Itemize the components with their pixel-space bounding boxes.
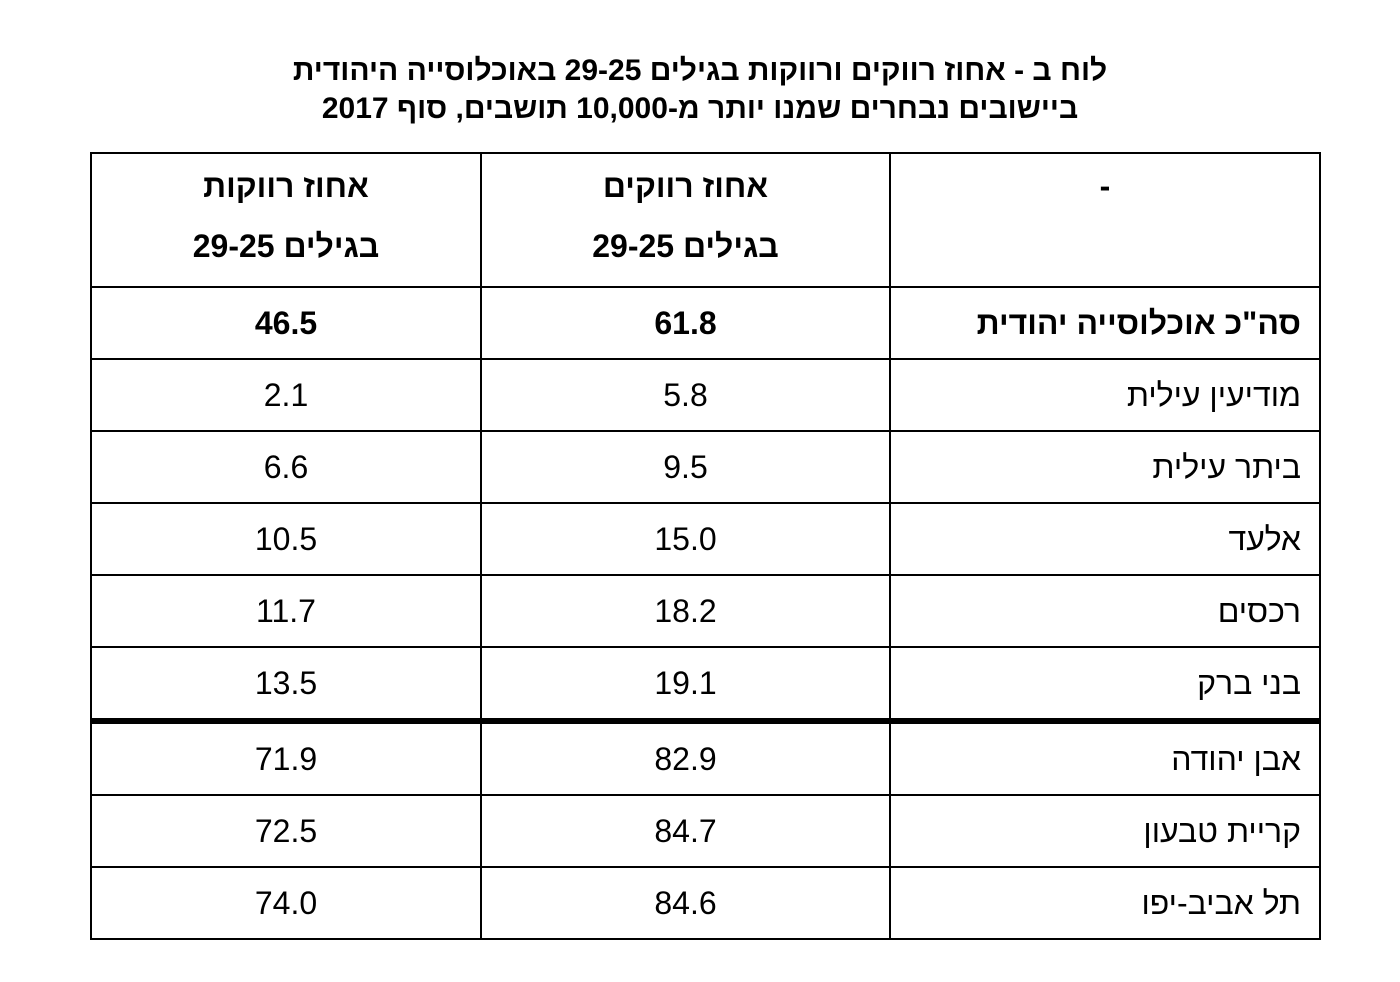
header-text: בגילים 29-25 [592, 228, 779, 264]
title-line: ביישובים נבחרים שמנו יותר מ-10,000 תושבי… [321, 92, 1079, 125]
table-row: סה"כ אוכלוסייה יהודית 61.8 46.5 [90, 286, 1321, 360]
cell: 9.5 [480, 430, 891, 504]
cell: 72.5 [90, 794, 482, 868]
title: לוח ב - אחוז רווקים ורווקות בגילים 29-25… [0, 52, 1400, 128]
cell: 13.5 [90, 646, 482, 724]
cell: 84.7 [480, 794, 891, 868]
table-row: מודיעין עילית 5.8 2.1 [90, 358, 1321, 432]
table-row: בני ברק 19.1 13.5 [90, 646, 1321, 724]
cell: 84.6 [480, 866, 891, 940]
table-row: אלעד 15.0 10.5 [90, 502, 1321, 576]
row-label: סה"כ אוכלוסייה יהודית [889, 286, 1321, 360]
cell: 61.8 [480, 286, 891, 360]
header-text: אחוז רווקות [203, 168, 369, 204]
cell: 10.5 [90, 502, 482, 576]
cell: 74.0 [90, 866, 482, 940]
cell: 46.5 [90, 286, 482, 360]
row-label: מודיעין עילית [889, 358, 1321, 432]
header-cell: - [889, 152, 1321, 288]
cell: 82.9 [480, 720, 891, 796]
header-cell: אחוז רווקים בגילים 29-25 [480, 152, 891, 288]
cell: 11.7 [90, 574, 482, 648]
cell: 5.8 [480, 358, 891, 432]
header-text: - [1099, 168, 1111, 204]
row-label: תל אביב-יפו [889, 866, 1321, 940]
row-label: בני ברק [889, 646, 1321, 724]
row-label: קריית טבעון [889, 794, 1321, 868]
header-text: אחוז רווקים [602, 168, 769, 204]
header-row: - אחוז רווקים בגילים 29-25 אחוז רווקות בגילי… [90, 152, 1321, 288]
table-row: אבן יהודה 82.9 71.9 [90, 720, 1321, 796]
cell: 71.9 [90, 720, 482, 796]
cell: 6.6 [90, 430, 482, 504]
table-row: קריית טבעון 84.7 72.5 [90, 794, 1321, 868]
cell: 15.0 [480, 502, 891, 576]
cell: 2.1 [90, 358, 482, 432]
cell: 18.2 [480, 574, 891, 648]
cell: 19.1 [480, 646, 891, 724]
table-row: ביתר עילית 9.5 6.6 [90, 430, 1321, 504]
row-label: אלעד [889, 502, 1321, 576]
header-text: בגילים 29-25 [192, 228, 380, 264]
table-row: רכסים 18.2 11.7 [90, 574, 1321, 648]
row-label: אבן יהודה [889, 720, 1321, 796]
table-row: תל אביב-יפו 84.6 74.0 [90, 866, 1321, 940]
header-cell: אחוז רווקות בגילים 29-25 [90, 152, 482, 288]
data-table: - אחוז רווקים בגילים 29-25 אחוז רווקות בגילי… [90, 152, 1321, 940]
row-label: רכסים [889, 574, 1321, 648]
row-label: ביתר עילית [889, 430, 1321, 504]
title-line: לוח ב - אחוז רווקים ורווקות בגילים 29-25… [292, 54, 1108, 87]
